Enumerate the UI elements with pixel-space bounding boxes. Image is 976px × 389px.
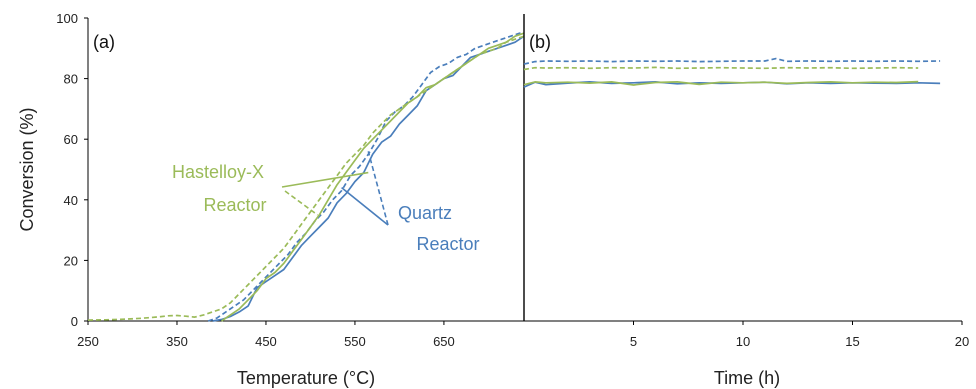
panel-label: (b) [529,32,551,52]
y-tick-label: 20 [64,253,78,268]
x-tick-label: 350 [166,334,188,349]
y-tick-label: 40 [64,193,78,208]
x-axis-title: Temperature (°C) [237,368,375,388]
x-tick-label: 10 [736,334,750,349]
x-tick-label: 5 [630,334,637,349]
hastelloy-annotation-line2: Reactor [203,195,266,215]
x-tick-label: 15 [845,334,859,349]
series-hastelloy-dashed [523,66,919,71]
panel-label: (a) [93,32,115,52]
y-tick-label: 60 [64,132,78,147]
panel-b: 5 10 15 20 Time (h) (b) [523,14,969,388]
series-quartz-solid [212,35,525,322]
x-tick-label: 450 [255,334,277,349]
y-tick-label: 0 [71,314,78,329]
quartz-pointer-solid [341,187,389,226]
hastelloy-annotation-line1: Hastelloy-X [172,162,264,182]
x-tick-label: 550 [344,334,366,349]
quartz-annotation-line1: Quartz [398,203,452,223]
y-tick-label: 80 [64,72,78,87]
y-axis-title: Conversion (%) [17,107,37,231]
series-hastelloy-solid [523,80,919,86]
hastelloy-pointer-dashed [284,190,319,216]
x-tick-label: 20 [955,334,969,349]
y-tick-label: 100 [56,11,78,26]
hastelloy-pointer-solid [281,171,369,188]
series-hastelloy-dashed [87,35,525,321]
quartz-pointer-dashed [367,151,389,226]
panel-a: 250 350 450 550 650 0 20 40 60 80 100 Temperature (… [17,11,525,388]
quartz-annotation-line2: Reactor [416,234,479,254]
annotations: Hastelloy-X Reactor Quartz Reactor [172,151,480,254]
x-axis-title: Time (h) [714,368,780,388]
series-quartz-dashed [523,57,941,65]
x-tick-label: 250 [77,334,99,349]
x-tick-label: 650 [433,334,455,349]
series-hastelloy-solid [221,32,525,322]
